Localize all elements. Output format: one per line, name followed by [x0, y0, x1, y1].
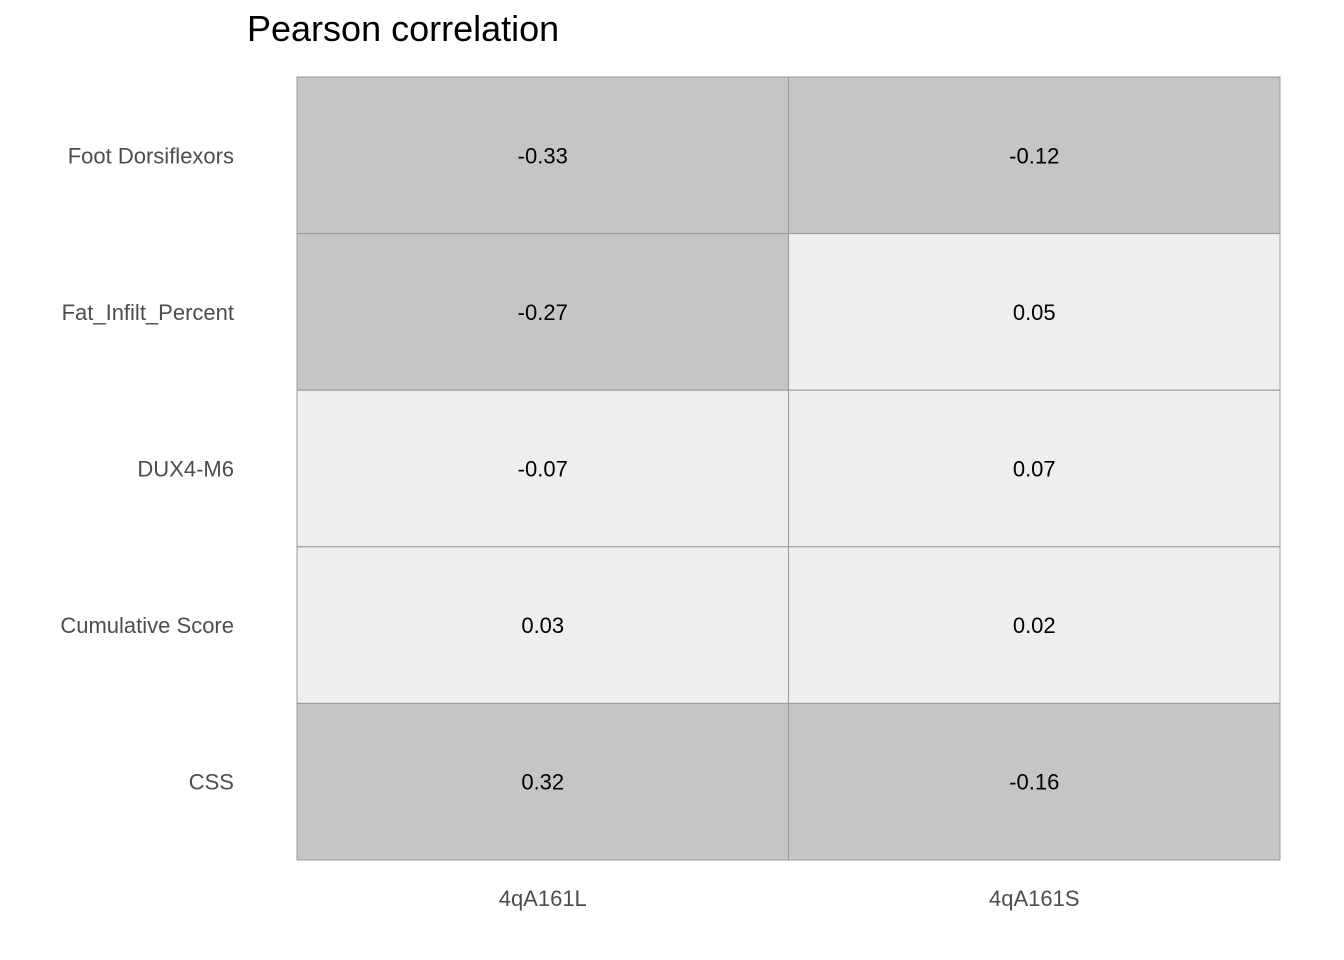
cell-value-label: -0.27 — [518, 300, 568, 325]
heatmap-cell — [296, 702, 789, 861]
cell-value-label: 0.02 — [1013, 613, 1056, 638]
heatmap-cell — [788, 546, 1281, 704]
column-labels-layer: 4qA161L 4qA161S — [499, 886, 1080, 911]
column-label: 4qA161L — [499, 886, 587, 911]
cell-value-label: 0.07 — [1013, 457, 1056, 482]
heatmap-cell — [296, 76, 789, 235]
cell-value-label: -0.33 — [518, 143, 568, 168]
row-label: CSS — [189, 770, 234, 795]
column-label: 4qA161S — [989, 886, 1080, 911]
cell-value-label: -0.16 — [1009, 770, 1059, 795]
heatmap-cell — [788, 389, 1281, 548]
heatmap-cell — [296, 546, 789, 704]
cell-values-layer: -0.33 -0.12 -0.27 0.05 -0.07 0.07 0.03 0.02 0.32… — [518, 143, 1060, 794]
cell-value-label: 0.03 — [521, 613, 564, 638]
heatmap-cell — [296, 233, 789, 391]
chart-title: Pearson correlation — [247, 8, 560, 49]
heatmap-cell — [788, 702, 1281, 861]
heatmap-cell — [788, 233, 1281, 391]
row-label: DUX4-M6 — [137, 457, 234, 482]
cell-value-label: 0.05 — [1013, 300, 1056, 325]
cell-value-label: -0.07 — [518, 457, 568, 482]
cells-layer — [296, 76, 1281, 861]
row-label: Foot Dorsiflexors — [68, 143, 234, 168]
row-label: Cumulative Score — [60, 613, 234, 638]
cell-value-label: -0.12 — [1009, 143, 1059, 168]
row-label: Fat_Infilt_Percent — [62, 300, 234, 325]
cell-value-label: 0.32 — [521, 770, 564, 795]
heatmap-cell — [788, 76, 1281, 235]
row-labels-layer: Foot Dorsiflexors Fat_Infilt_Percent DUX4-… — [60, 143, 234, 794]
